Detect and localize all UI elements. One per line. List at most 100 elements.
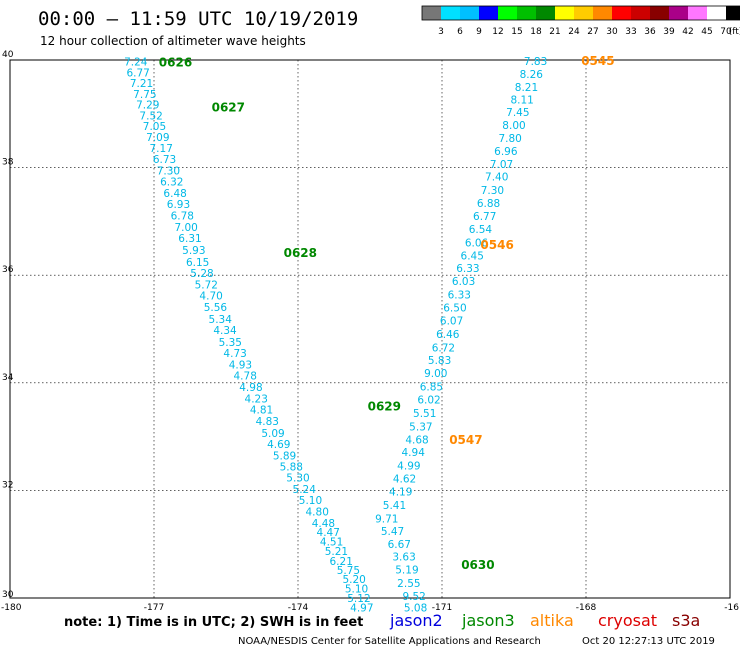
y-tick-label: 36: [2, 265, 14, 275]
x-tick-label: -177: [144, 603, 164, 613]
colorbar-swatch: [669, 6, 688, 20]
pass-time-label: 0626: [159, 56, 192, 70]
chart-subtitle: 12 hour collection of altimeter wave hei…: [40, 34, 306, 48]
swh-value-jason3: 4.23: [245, 393, 268, 405]
y-tick-label: 30: [2, 590, 14, 600]
swh-value-jason3: 4.93: [229, 360, 252, 372]
y-tick-label: 32: [2, 480, 13, 490]
y-tick-label: 34: [2, 373, 14, 383]
wave-height-values: 7.246.777.217.757.297.527.057.097.176.73…: [124, 56, 547, 615]
colorbar-label: 30: [606, 27, 618, 37]
y-tick-label: 40: [2, 50, 14, 60]
colorbar-swatch: [726, 6, 740, 20]
satellite-legend: jason2 jason3 altika cryosat s3a: [389, 611, 700, 630]
swh-value-jason3: 6.32: [160, 177, 183, 189]
swh-value-jason3: 5.20: [342, 574, 365, 586]
swh-value-jason3: 5.75: [337, 565, 360, 577]
colorbar-swatch: [441, 6, 460, 20]
swh-value-jason3: 5.10: [345, 583, 368, 595]
swh-value-jason3: 5.09: [261, 428, 284, 440]
grid-lines: [10, 60, 730, 598]
swh-value-jason3: 4.81: [250, 405, 273, 417]
swh-value-jason3: 5.56: [204, 302, 228, 314]
pass-time-labels: 0626 0627 0628 0629 0630 0545 0546 0547: [159, 54, 615, 572]
swh-value-altika: 5.19: [395, 564, 418, 576]
x-tick-label: -171: [432, 603, 452, 613]
swh-value-jason3: 5.89: [273, 450, 296, 462]
swh-value-altika: 6.88: [477, 198, 500, 210]
swh-value-altika: 6.45: [461, 250, 484, 262]
swh-value-jason3: 6.15: [186, 257, 209, 269]
colorbar-label: 42: [682, 27, 693, 37]
swh-value-jason3: 6.73: [153, 154, 176, 166]
swh-value-jason3: 5.35: [219, 337, 242, 349]
colorbar-swatch: [536, 6, 555, 20]
swh-value-altika: 7.40: [485, 172, 508, 184]
pass-time-label: 0630: [461, 558, 494, 572]
x-tick-label: -16: [724, 603, 739, 613]
swh-value-jason3: 7.75: [133, 89, 156, 101]
swh-value-jason3: 5.93: [182, 245, 205, 257]
pass-time-label: 0546: [480, 238, 513, 252]
swh-value-altika: 6.50: [443, 302, 466, 314]
colorbar-label: 12: [492, 27, 503, 37]
swh-value-altika: 4.19: [389, 486, 412, 498]
swh-value-altika: 6.06: [465, 237, 489, 249]
colorbar-label: 39: [663, 27, 675, 37]
swh-value-jason3: 4.69: [267, 439, 290, 451]
swh-value-jason3: 7.09: [146, 132, 169, 144]
pass-time-label: 0547: [449, 433, 482, 447]
colorbar-label: 27: [587, 27, 598, 37]
colorbar-label: 6: [457, 27, 463, 37]
swh-value-altika: 9.52: [402, 591, 425, 603]
satellite-name: altika: [530, 611, 574, 630]
swh-value-jason3: 6.48: [163, 188, 186, 200]
swh-value-jason3: 5.12: [347, 593, 370, 605]
swh-value-jason3: 7.17: [150, 143, 173, 155]
swh-value-jason3: 4.48: [312, 518, 335, 530]
colorbar-swatch: [707, 6, 726, 20]
swh-value-altika: 8.00: [502, 120, 525, 132]
colorbar-swatch: [517, 6, 536, 20]
colorbar-label: 15: [511, 27, 522, 37]
pass-time-label: 0627: [212, 100, 245, 114]
footer-credit: NOAA/NESDIS Center for Satellite Applica…: [238, 636, 541, 647]
swh-value-altika: 6.33: [448, 290, 471, 302]
x-tick-label: -168: [576, 603, 597, 613]
colorbar-swatch: [650, 6, 669, 20]
swh-value-jason3: 7.00: [174, 222, 197, 234]
satellite-name: s3a: [672, 611, 700, 630]
swh-value-jason3: 7.24: [124, 57, 148, 69]
colorbar-swatch: [422, 6, 441, 20]
swh-value-altika: 5.51: [413, 408, 436, 420]
swh-value-altika: 9.00: [424, 368, 447, 380]
swh-value-altika: 6.72: [432, 342, 455, 354]
swh-value-altika: 6.67: [388, 539, 411, 551]
colorbar-swatch: [498, 6, 517, 20]
colorbar-frame: [421, 5, 740, 21]
swh-value-jason3: 5.72: [195, 279, 218, 291]
swh-value-altika: 7.80: [498, 133, 521, 145]
swh-value-altika: 4.94: [402, 447, 426, 459]
colorbar-swatch: [593, 6, 612, 20]
swh-value-altika: 8.26: [520, 69, 544, 81]
swh-value-altika: 4.99: [397, 461, 420, 473]
colorbar-swatch: [460, 6, 479, 20]
swh-value-jason3: 6.93: [167, 199, 190, 211]
swh-value-jason3: 6.31: [178, 233, 201, 245]
swh-value-jason3: 7.05: [143, 121, 166, 133]
swh-value-jason3: 4.51: [320, 537, 343, 549]
x-tick-label: -174: [288, 603, 309, 613]
swh-value-jason3: 4.47: [317, 527, 340, 539]
satellite-name: jason2: [389, 611, 443, 630]
swh-value-jason3: 4.98: [239, 382, 262, 394]
colorbar-label: (ft): [729, 27, 740, 37]
swh-value-jason3: 7.29: [136, 100, 159, 112]
swh-value-altika: 5.37: [409, 421, 432, 433]
swh-value-jason3: 7.21: [130, 78, 153, 90]
colorbar-label: 45: [701, 27, 712, 37]
swh-value-altika: 5.83: [428, 355, 451, 367]
colorbar-swatch: [688, 6, 707, 20]
